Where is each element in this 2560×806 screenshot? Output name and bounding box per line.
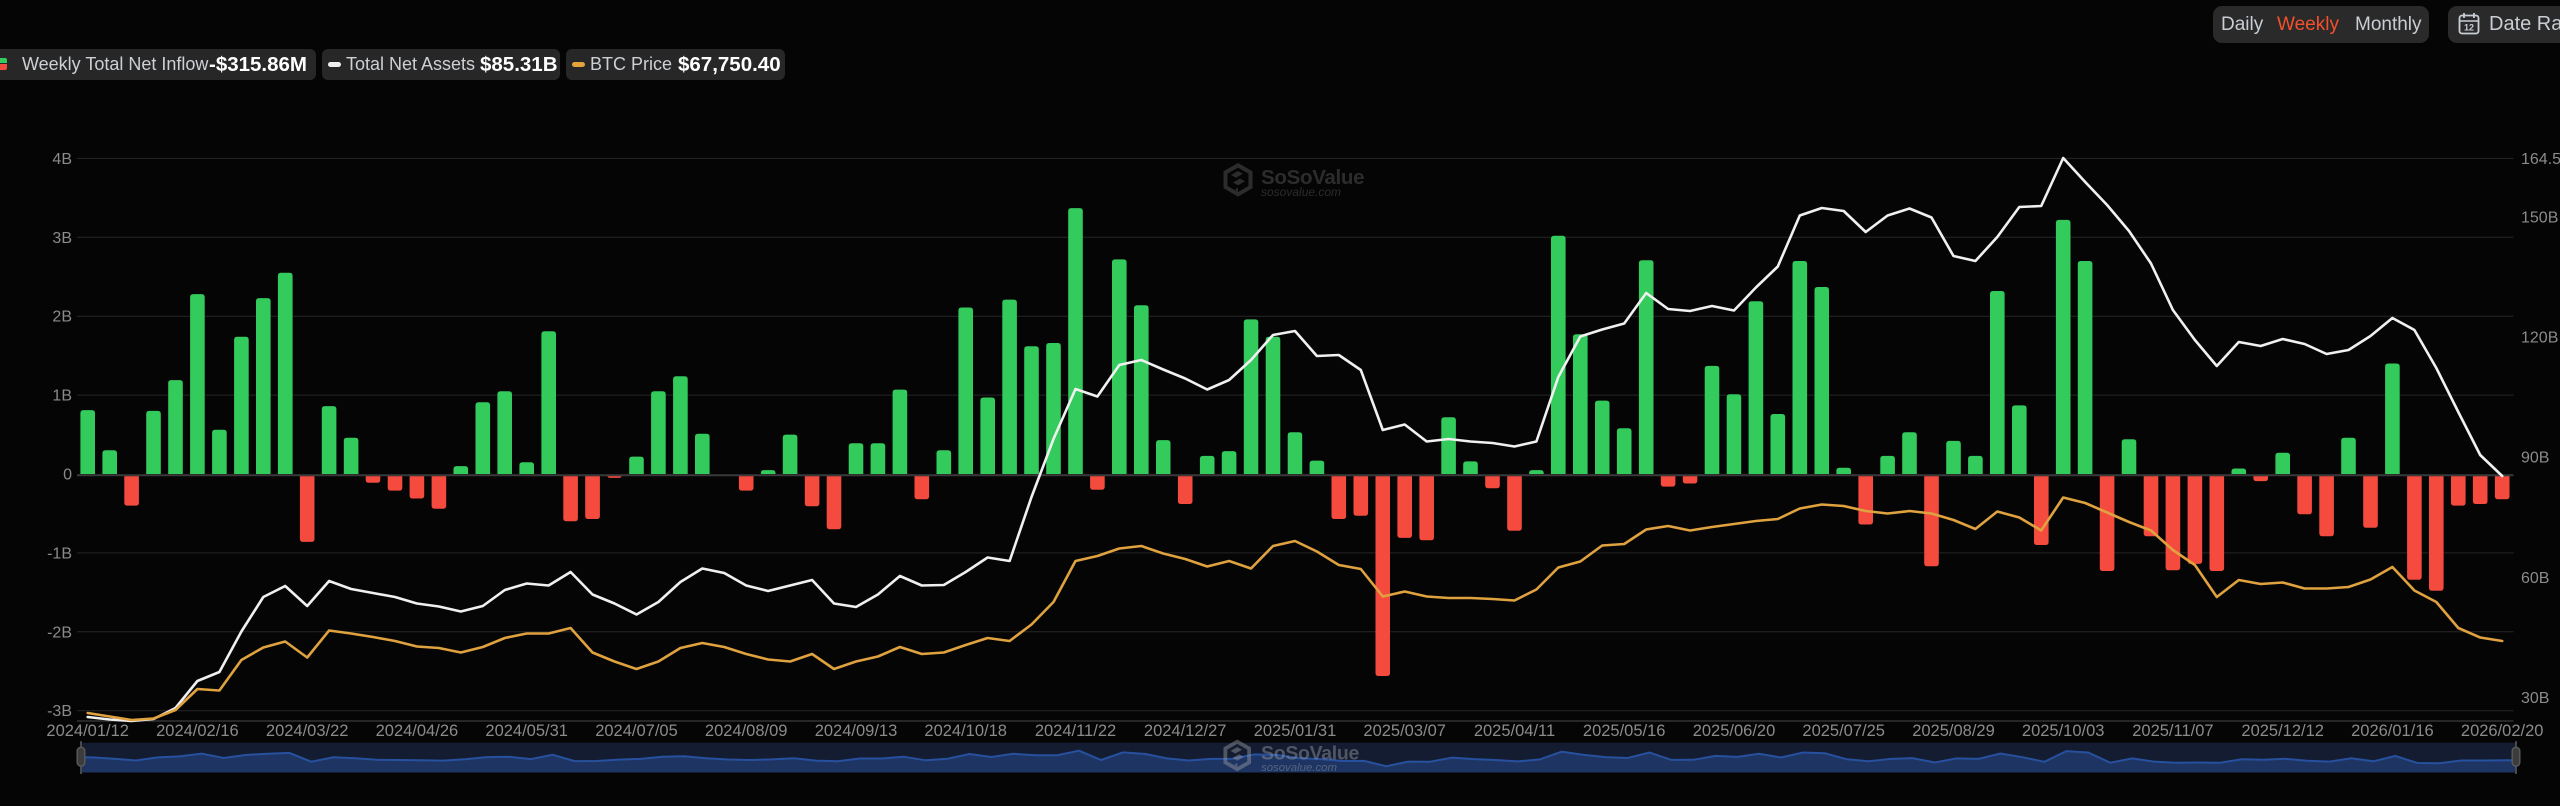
svg-text:2026/02/20: 2026/02/20 (2461, 722, 2544, 740)
svg-text:2024/12/27: 2024/12/27 (1144, 722, 1227, 740)
svg-text:2024/02/16: 2024/02/16 (156, 722, 239, 740)
svg-text:3B: 3B (52, 230, 72, 247)
svg-text:2024/04/26: 2024/04/26 (376, 722, 459, 740)
svg-text:2025/01/31: 2025/01/31 (1254, 722, 1337, 740)
svg-text:2024/10/18: 2024/10/18 (924, 722, 1007, 740)
svg-text:-3B: -3B (47, 703, 72, 720)
svg-text:2025/07/25: 2025/07/25 (1802, 722, 1885, 740)
svg-text:150B: 150B (2521, 209, 2558, 226)
svg-text:-2B: -2B (47, 624, 72, 641)
svg-text:30B: 30B (2521, 690, 2549, 707)
svg-text:-1B: -1B (47, 545, 72, 562)
svg-text:90B: 90B (2521, 450, 2549, 467)
svg-text:0: 0 (63, 467, 72, 484)
svg-text:1B: 1B (52, 388, 72, 405)
svg-text:4B: 4B (52, 151, 72, 168)
svg-text:2024/07/05: 2024/07/05 (595, 722, 678, 740)
svg-text:2025/10/03: 2025/10/03 (2022, 722, 2105, 740)
svg-text:2B: 2B (52, 309, 72, 326)
svg-text:120B: 120B (2521, 330, 2558, 347)
svg-text:SoSoValue: SoSoValue (1261, 743, 1360, 765)
svg-text:2025/04/11: 2025/04/11 (1474, 722, 1555, 740)
svg-text:sosovalue.com: sosovalue.com (1261, 185, 1341, 199)
svg-text:60B: 60B (2521, 570, 2549, 587)
svg-text:2024/09/13: 2024/09/13 (815, 722, 898, 740)
svg-text:SoSoValue: SoSoValue (1261, 166, 1364, 189)
svg-text:2025/08/29: 2025/08/29 (1912, 722, 1995, 740)
svg-text:2025/11/07: 2025/11/07 (2132, 722, 2213, 740)
svg-text:sosovalue.com: sosovalue.com (1261, 762, 1337, 774)
svg-text:12: 12 (2464, 23, 2474, 33)
svg-text:2024/03/22: 2024/03/22 (266, 722, 349, 740)
svg-text:2024/11/22: 2024/11/22 (1035, 722, 1116, 740)
svg-text:2025/12/12: 2025/12/12 (2241, 722, 2324, 740)
svg-text:2024/01/12: 2024/01/12 (46, 722, 129, 740)
svg-text:2024/08/09: 2024/08/09 (705, 722, 788, 740)
svg-text:2026/01/16: 2026/01/16 (2351, 722, 2434, 740)
svg-text:2024/05/31: 2024/05/31 (485, 722, 568, 740)
svg-text:2025/05/16: 2025/05/16 (1583, 722, 1666, 740)
svg-text:2025/06/20: 2025/06/20 (1693, 722, 1776, 740)
svg-text:164.5K: 164.5K (2521, 151, 2560, 168)
svg-text:2025/03/07: 2025/03/07 (1363, 722, 1446, 740)
